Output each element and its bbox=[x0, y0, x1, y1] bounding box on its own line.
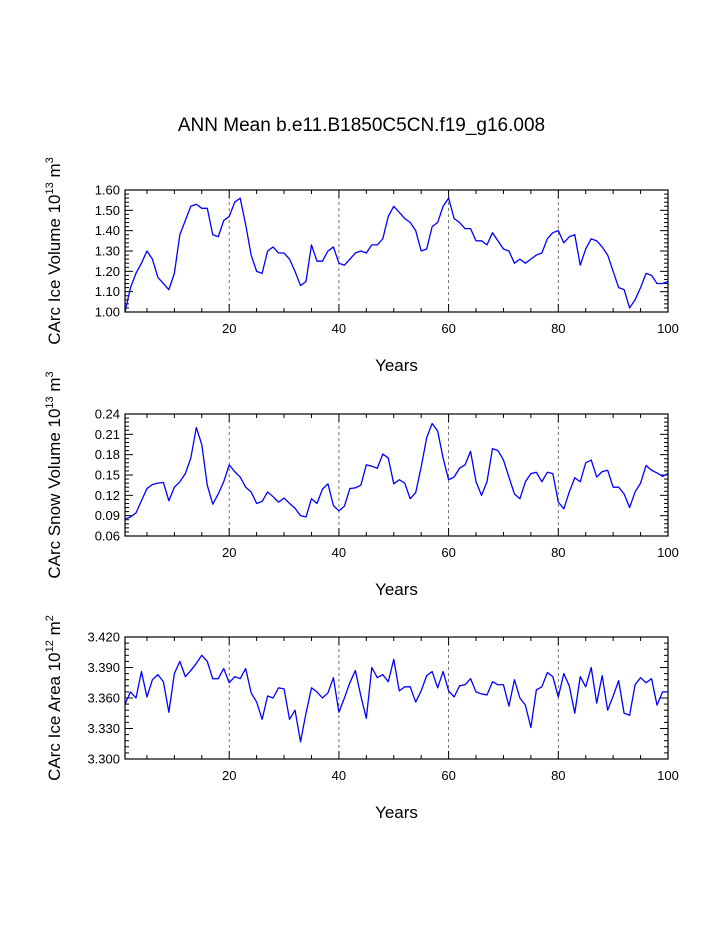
series-line bbox=[124, 654, 668, 743]
y-tick-label: 1.50 bbox=[95, 203, 120, 218]
y-tick-label: 1.60 bbox=[95, 183, 120, 198]
y-axis-label: CArc Ice Area 1012 m2 bbox=[44, 615, 64, 781]
x-tick-label: 40 bbox=[332, 545, 346, 560]
x-tick-label: 100 bbox=[657, 768, 679, 783]
x-tick-label: 40 bbox=[332, 321, 346, 336]
y-tick-label: 3.360 bbox=[87, 691, 120, 706]
y-tick-label: 0.24 bbox=[95, 407, 120, 422]
y-axis-label-superscript: 3 bbox=[44, 371, 56, 377]
x-tick-label: 100 bbox=[657, 321, 679, 336]
x-tick-label: 60 bbox=[441, 321, 455, 336]
x-axis-label: Years bbox=[375, 803, 418, 822]
x-tick-label: 80 bbox=[551, 768, 565, 783]
y-axis-label-superscript: 12 bbox=[44, 640, 56, 652]
x-tick-label: 20 bbox=[222, 545, 236, 560]
x-tick-label: 20 bbox=[222, 768, 236, 783]
y-axis-label-superscript: 2 bbox=[44, 615, 56, 621]
x-tick-label: 60 bbox=[441, 768, 455, 783]
x-tick-label: 80 bbox=[551, 545, 565, 560]
y-axis-label-text: m bbox=[45, 163, 64, 182]
y-tick-label: 1.20 bbox=[95, 264, 120, 279]
y-tick-label: 1.10 bbox=[95, 284, 120, 299]
x-tick-label: 60 bbox=[441, 545, 455, 560]
y-tick-label: 0.12 bbox=[95, 488, 120, 503]
y-tick-label: 3.390 bbox=[87, 660, 120, 675]
y-tick-label: 1.00 bbox=[95, 305, 120, 320]
x-axis-label: Years bbox=[375, 580, 418, 599]
plot-frame bbox=[124, 413, 669, 537]
ice-area-panel: 20 40 60 80 100 3.300 3.330 3.360 3.390 3.420 Year… bbox=[44, 615, 679, 822]
x-tick-label: 40 bbox=[332, 768, 346, 783]
ice-volume-panel: 20 40 60 80 100 1.00 1.10 1.20 1.30 1.40 1.50 1.60 Y… bbox=[44, 157, 679, 375]
snow-volume-panel: 20 40 60 80 100 0.06 0.09 0.12 0.15 0.18 0.21 0.24 Y… bbox=[44, 371, 679, 599]
figure-title: ANN Mean b.e11.B1850C5CN.f19_g16.008 bbox=[177, 115, 546, 136]
x-tick-label: 80 bbox=[551, 321, 565, 336]
series-line bbox=[124, 197, 669, 313]
plot-frame bbox=[124, 636, 669, 760]
y-tick-label: 3.330 bbox=[87, 721, 120, 736]
y-axis-label-text: CArc Ice Volume 10 bbox=[45, 195, 64, 345]
y-axis-label: CArc Ice Volume 1013 m3 bbox=[44, 157, 64, 345]
y-tick-label: 3.300 bbox=[87, 752, 120, 767]
y-tick-label: 0.15 bbox=[95, 468, 120, 483]
y-tick-label: 3.420 bbox=[87, 630, 120, 645]
y-axis-label-text: CArc Ice Area 10 bbox=[45, 652, 64, 781]
x-tick-label: 20 bbox=[222, 321, 236, 336]
y-tick-label: 0.21 bbox=[95, 427, 120, 442]
y-tick-label: 1.40 bbox=[95, 223, 120, 238]
y-tick-label: 0.09 bbox=[95, 508, 120, 523]
plot-frame bbox=[124, 189, 669, 313]
y-tick-label: 0.18 bbox=[95, 447, 120, 462]
series-line bbox=[124, 422, 669, 520]
x-tick-label: 100 bbox=[657, 545, 679, 560]
y-tick-label: 0.06 bbox=[95, 529, 120, 544]
y-axis-label-superscript: 13 bbox=[44, 182, 56, 194]
y-axis-label-superscript: 3 bbox=[44, 157, 56, 163]
y-axis-label-text: m bbox=[45, 377, 64, 396]
y-tick-label: 1.30 bbox=[95, 244, 120, 259]
y-axis-label-superscript: 13 bbox=[44, 396, 56, 408]
y-axis-label: CArc Snow Volume 1013 m3 bbox=[44, 371, 64, 578]
y-axis-label-text: CArc Snow Volume 10 bbox=[45, 409, 64, 579]
y-axis-label-text: m bbox=[45, 621, 64, 640]
x-axis-label: Years bbox=[375, 356, 418, 375]
